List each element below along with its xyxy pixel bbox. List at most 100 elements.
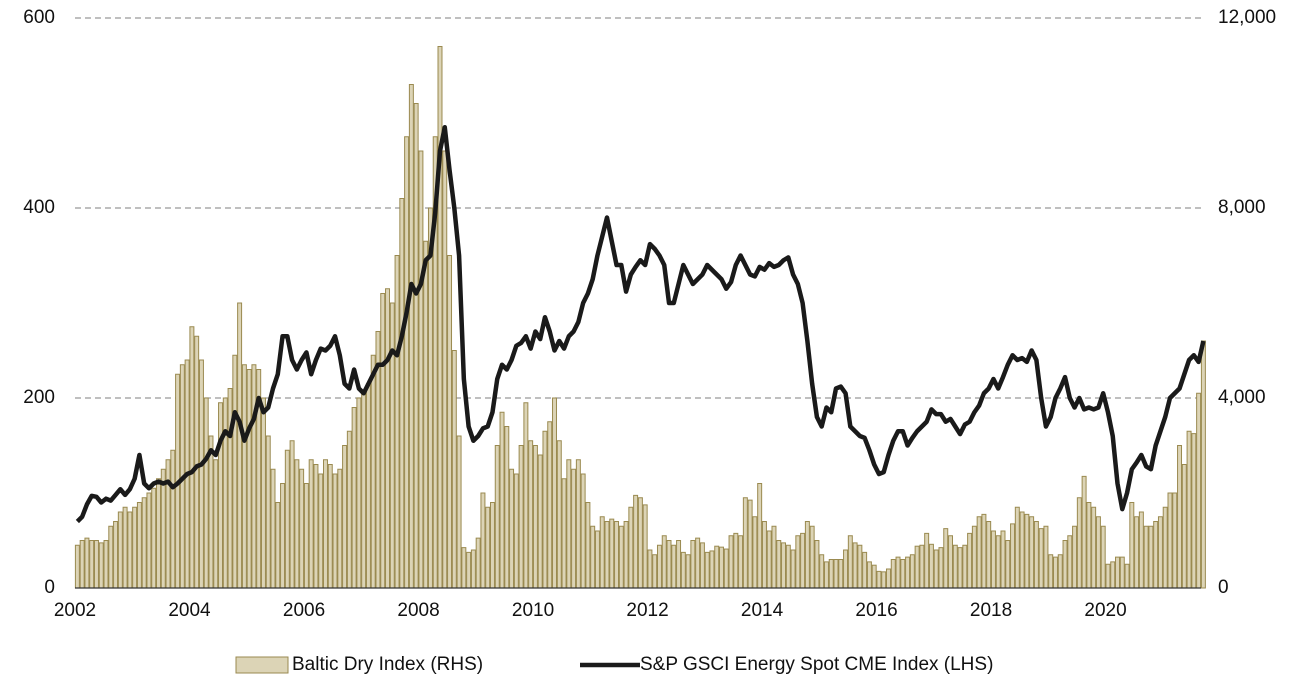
bar: [141, 497, 147, 589]
legend-label: Baltic Dry Index (RHS): [292, 654, 483, 675]
bar: [986, 521, 992, 589]
bar: [909, 554, 915, 589]
bar: [881, 571, 887, 589]
bar: [265, 435, 271, 589]
bar: [747, 499, 753, 589]
bar: [294, 459, 300, 589]
y-tick-label: 400: [23, 197, 55, 218]
x-tick-label: 2018: [970, 600, 1012, 621]
bar: [618, 525, 624, 589]
line: [75, 125, 1206, 524]
bar: [122, 506, 128, 589]
bar: [208, 435, 214, 589]
bar: [652, 554, 658, 589]
bar: [413, 103, 419, 589]
bar: [723, 548, 729, 589]
bar: [852, 542, 858, 589]
bar: [1067, 535, 1073, 589]
bar: [1014, 506, 1020, 589]
bar: [914, 545, 920, 589]
x-tick-label: 2008: [397, 600, 439, 621]
legend-swatch: [235, 656, 289, 674]
bar: [275, 502, 281, 589]
bar: [1115, 556, 1120, 589]
bar: [742, 497, 748, 589]
bar: [757, 483, 763, 589]
bar: [943, 528, 949, 589]
bar: [456, 435, 462, 589]
bar: [461, 547, 467, 589]
bar: [117, 511, 123, 589]
bar: [156, 478, 161, 589]
bar: [74, 544, 80, 589]
bar: [971, 525, 977, 589]
bar: [313, 464, 319, 589]
bar: [685, 554, 691, 589]
bar: [213, 459, 219, 589]
bar: [890, 559, 896, 589]
bar: [766, 530, 772, 589]
bar: [494, 445, 500, 589]
bar: [905, 556, 911, 589]
x-tick-label: 2012: [626, 600, 668, 621]
bar: [127, 511, 133, 589]
bar: [828, 559, 834, 589]
bar: [1138, 511, 1144, 589]
bar: [108, 525, 114, 589]
bar: [800, 532, 806, 589]
bar: [385, 288, 390, 589]
bar: [704, 551, 710, 589]
bar: [857, 544, 863, 589]
bar: [356, 397, 362, 589]
bar: [84, 537, 90, 589]
bar: [518, 445, 524, 589]
bar: [389, 302, 395, 589]
bar: [1129, 502, 1135, 589]
bar: [151, 487, 157, 589]
bar: [241, 364, 247, 589]
bar: [380, 293, 386, 589]
bar: [427, 207, 433, 589]
bar: [976, 516, 982, 589]
bar: [771, 525, 777, 589]
bar: [132, 506, 138, 589]
bar: [89, 540, 95, 589]
bar: [237, 302, 243, 589]
bar: [1186, 430, 1192, 589]
bar: [838, 559, 844, 589]
bar: [728, 535, 734, 589]
bar: [695, 537, 701, 589]
bar: [485, 506, 491, 589]
bar: [160, 468, 166, 589]
bar: [1157, 516, 1163, 589]
bar: [194, 335, 200, 589]
bar: [752, 516, 758, 589]
bar: [342, 445, 348, 589]
bar: [609, 518, 615, 589]
bar: [532, 445, 538, 589]
bar: [814, 540, 820, 589]
bar: [1010, 523, 1016, 589]
bar: [170, 449, 176, 589]
bar: [1105, 563, 1111, 589]
bar: [365, 383, 371, 589]
bar: [198, 359, 204, 589]
bar: [437, 46, 443, 589]
bar: [552, 397, 557, 589]
bar: [666, 540, 672, 589]
bar: [876, 570, 882, 589]
bar: [547, 421, 553, 589]
bar: [537, 454, 543, 589]
bar: [804, 521, 810, 589]
x-tick-label: 2010: [512, 600, 554, 621]
bar: [303, 483, 309, 589]
bar: [995, 535, 1001, 589]
bar: [823, 561, 829, 589]
bar: [990, 530, 996, 589]
bar: [489, 502, 495, 589]
bar: [790, 549, 796, 589]
bar: [280, 483, 286, 589]
bar: [962, 544, 968, 589]
bar: [466, 551, 472, 589]
bar: [394, 255, 400, 589]
